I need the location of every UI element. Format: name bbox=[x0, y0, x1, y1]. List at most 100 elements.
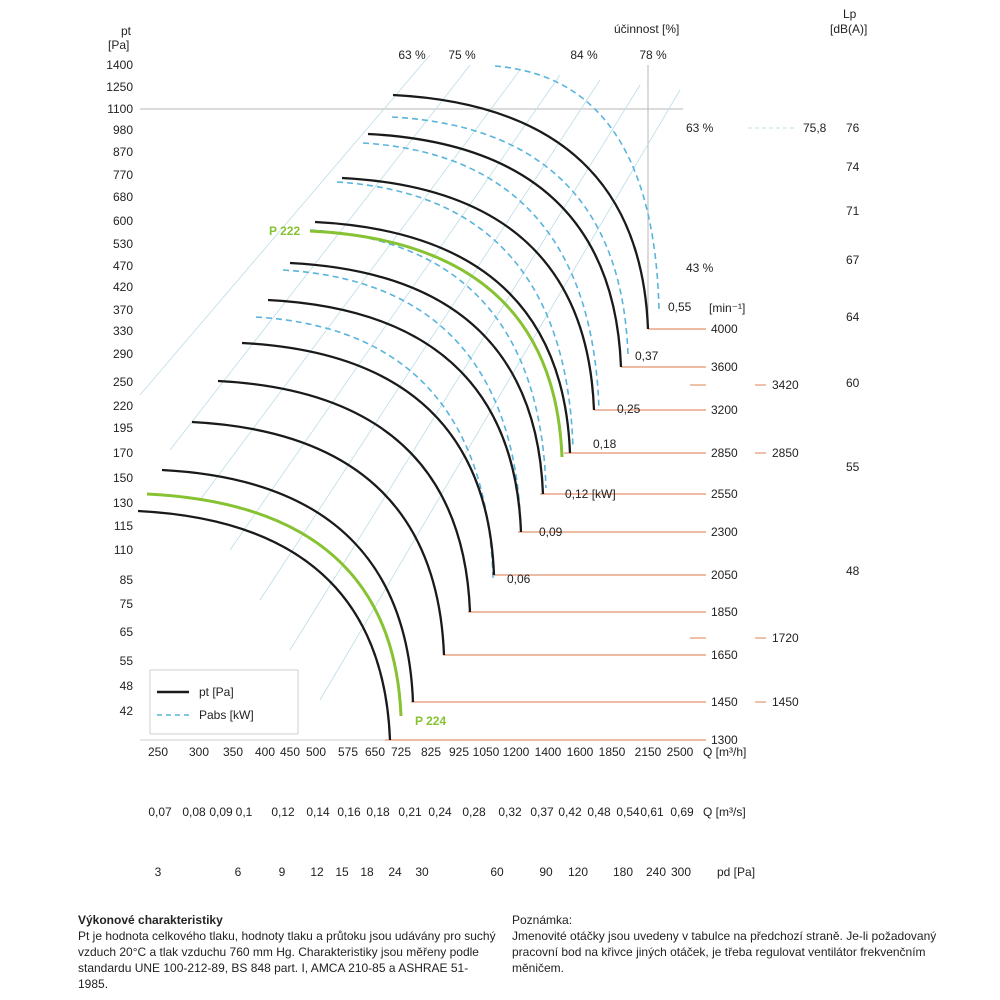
y-left-tick: 48 bbox=[120, 679, 134, 693]
x-pd-tick: 9 bbox=[279, 865, 286, 879]
x-flow-m3s-tick: 0,07 bbox=[148, 805, 172, 819]
x-flow-m3s-tick: 0,69 bbox=[670, 805, 694, 819]
pressure-curve-p224 bbox=[146, 492, 403, 717]
power-label: 0,55 bbox=[668, 300, 692, 314]
speed-label: 2850 bbox=[711, 446, 738, 460]
power-curve bbox=[255, 316, 494, 579]
x-flow-m3h-tick: 925 bbox=[449, 745, 469, 759]
x-pd-tick: 30 bbox=[415, 865, 429, 879]
x-flow-m3h-label: Q [m³/h] bbox=[703, 745, 746, 759]
y-left-tick: 85 bbox=[120, 573, 134, 587]
x-flow-m3h-tick: 2500 bbox=[667, 745, 694, 759]
speed-label: 1850 bbox=[711, 605, 738, 619]
y-left-tick: 42 bbox=[120, 704, 134, 718]
x-flow-m3h-tick: 450 bbox=[280, 745, 300, 759]
pressure-curve bbox=[161, 468, 415, 703]
x-flow-m3h-tick: 1050 bbox=[473, 745, 500, 759]
pressure-curve bbox=[217, 379, 472, 613]
x-flow-m3h-tick: 1600 bbox=[567, 745, 594, 759]
noise-speed-label: 1720 bbox=[772, 631, 799, 645]
notes-remark: Poznámka: Jmenovité otáčky jsou uvedeny … bbox=[512, 912, 942, 976]
x-pd-tick: 90 bbox=[539, 865, 553, 879]
y-right-tick: 55 bbox=[846, 460, 860, 474]
x-flow-m3h-tick: 575 bbox=[338, 745, 358, 759]
pressure-curve bbox=[267, 298, 523, 533]
x-flow-m3s-tick: 0,1 bbox=[236, 805, 253, 819]
power-curve bbox=[282, 269, 522, 531]
x-flow-m3s-tick: 0,18 bbox=[366, 805, 390, 819]
x-flow-m3s-tick: 0,16 bbox=[337, 805, 361, 819]
y-left-tick: 530 bbox=[113, 237, 133, 251]
x-pd-tick: 6 bbox=[235, 865, 242, 879]
speed-label: 2550 bbox=[711, 487, 738, 501]
y-left-tick: 980 bbox=[113, 123, 133, 137]
x-flow-m3h-tick: 250 bbox=[148, 745, 168, 759]
notes-remark-title: Poznámka: bbox=[512, 913, 573, 927]
x-flow-m3h-tick: 350 bbox=[223, 745, 243, 759]
x-pd-tick: 3 bbox=[155, 865, 162, 879]
x-flow-m3s-tick: 0,12 bbox=[271, 805, 295, 819]
x-flow-m3s-label: Q [m³/s] bbox=[703, 805, 746, 819]
x-pd-tick: 12 bbox=[310, 865, 324, 879]
x-flow-m3h-tick: 400 bbox=[255, 745, 275, 759]
power-curve bbox=[336, 181, 574, 449]
x-flow-m3h-tick: 2150 bbox=[635, 745, 662, 759]
notes-performance-title: Výkonové charakteristiky bbox=[78, 913, 223, 927]
y-left-tick: 600 bbox=[113, 214, 133, 228]
x-pd-tick: 60 bbox=[490, 865, 504, 879]
y-left-tick: 290 bbox=[113, 347, 133, 361]
noise-speed-label: 2850 bbox=[772, 446, 799, 460]
x-pd-tick: 24 bbox=[388, 865, 402, 879]
power-curve bbox=[494, 65, 660, 311]
x-pd-tick: 18 bbox=[360, 865, 374, 879]
power-label: 0,25 bbox=[617, 402, 641, 416]
highlight-label-p224: P 224 bbox=[415, 714, 446, 728]
x-pd-tick: 240 bbox=[646, 865, 666, 879]
grid-layer bbox=[139, 54, 797, 741]
efficiency-top-label: 84 % bbox=[570, 48, 598, 62]
y-left-tick: 130 bbox=[113, 496, 133, 510]
y-right-tick: 64 bbox=[846, 310, 860, 324]
power-curves bbox=[255, 65, 660, 579]
y-left-tick: 1100 bbox=[107, 102, 133, 116]
y-left-tick: 220 bbox=[113, 399, 133, 413]
x-flow-m3s-tick: 0,14 bbox=[306, 805, 330, 819]
power-curve bbox=[362, 142, 600, 411]
x-flow-m3s-tick: 0,48 bbox=[587, 805, 611, 819]
speed-label: 3600 bbox=[711, 360, 738, 374]
y-left-tick: 170 bbox=[113, 446, 133, 460]
grid-efficiency-ray bbox=[259, 79, 601, 601]
power-curve bbox=[391, 116, 629, 356]
x-flow-m3h-tick: 725 bbox=[391, 745, 411, 759]
x-flow-m3h-tick: 300 bbox=[189, 745, 209, 759]
highlight-label-p222: P 222 bbox=[269, 224, 300, 238]
notes-performance-body: Pt je hodnota celkového tlaku, hodnoty t… bbox=[78, 929, 496, 991]
y-left-tick: 75 bbox=[120, 597, 134, 611]
labels-layer: 1400 1250 1100 980 870 770 680 600 530 470 420 370 3… bbox=[106, 48, 859, 879]
speed-label: 2050 bbox=[711, 568, 738, 582]
efficiency-right-label: 63 % bbox=[686, 121, 714, 135]
x-flow-m3h-tick: 1850 bbox=[599, 745, 626, 759]
power-label: 0,12 [kW] bbox=[565, 487, 616, 501]
x-flow-m3s-tick: 0,28 bbox=[462, 805, 486, 819]
y-left-tick: 110 bbox=[114, 543, 133, 557]
efficiency-top-label: 78 % bbox=[639, 48, 667, 62]
grid-efficiency-ray bbox=[169, 64, 471, 451]
pressure-curve bbox=[341, 176, 596, 411]
x-flow-m3s-tick: 0,54 bbox=[616, 805, 640, 819]
speed-label: 3200 bbox=[711, 403, 738, 417]
speed-lines bbox=[385, 328, 766, 741]
y-left-tick: 115 bbox=[114, 519, 133, 533]
power-label: 0,06 bbox=[507, 572, 531, 586]
pressure-curve-p222 bbox=[309, 229, 564, 458]
efficiency-top-label: 75 % bbox=[448, 48, 476, 62]
pressure-curve bbox=[241, 341, 496, 576]
pressure-curve bbox=[289, 261, 545, 495]
legend-item-pt: pt [Pa] bbox=[199, 685, 234, 699]
x-flow-m3s-tick: 0,08 bbox=[182, 805, 206, 819]
x-flow-m3h-tick: 1200 bbox=[503, 745, 530, 759]
x-flow-m3s-tick: 0,61 bbox=[640, 805, 664, 819]
y-left-tick: 1400 bbox=[106, 58, 133, 72]
x-flow-m3h-tick: 500 bbox=[306, 745, 326, 759]
fan-performance-chart: 1400 1250 1100 980 870 770 680 600 530 470 420 370 3… bbox=[106, 7, 867, 879]
